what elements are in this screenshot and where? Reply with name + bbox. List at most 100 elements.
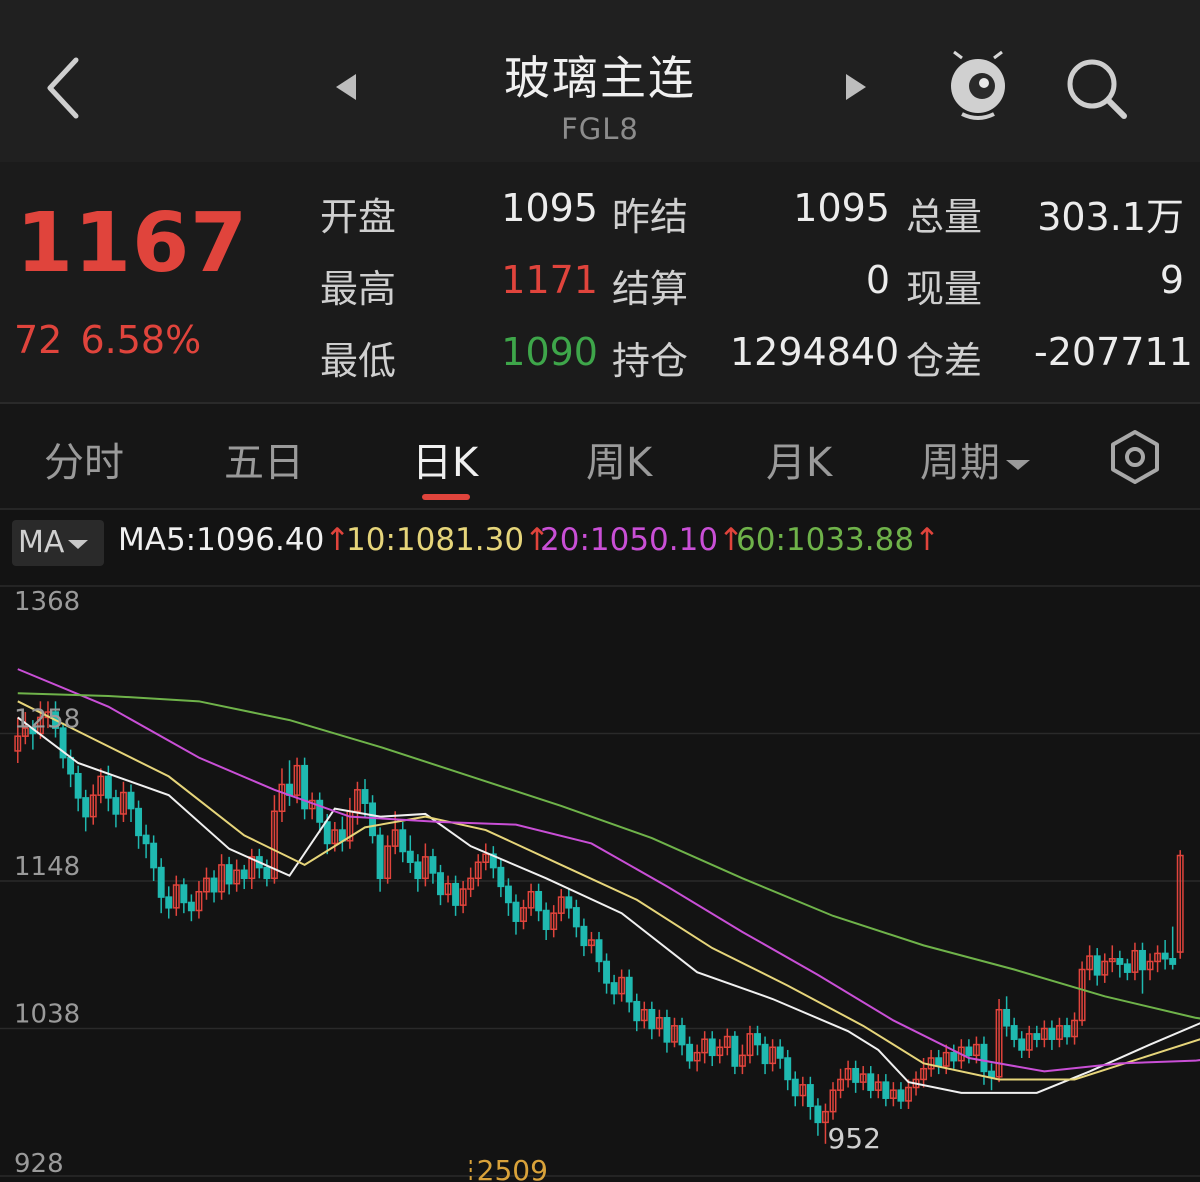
robot-assistant-icon[interactable] [940,48,1016,128]
candle-body [1063,1025,1071,1038]
candle-body [135,807,143,837]
quote-value: 1095 [793,186,890,230]
ma-item: 10:1081.30↑ [346,522,550,558]
candle-body [406,850,414,863]
candle-body [844,1067,852,1081]
candle-body [950,1051,958,1062]
candle-body [127,791,135,810]
candle-body [14,735,22,752]
candle-body [1086,955,1094,971]
quote-value: 9 [1159,258,1184,302]
candle-body [391,829,399,847]
ma-indicator-dropdown[interactable]: MA [12,520,104,566]
tab-weekly-k[interactable]: 周K [586,440,653,486]
candle-body [21,727,29,737]
candle-body [210,877,218,893]
next-arrow-icon[interactable] [836,62,876,112]
candle-body [1078,968,1086,1022]
candle-body [1108,958,1116,963]
candle-body [738,1054,746,1067]
candle-body [1131,949,1139,973]
y-tick-label: 928 [14,1149,64,1179]
price-change: 72 6.58% [14,318,201,362]
candle-body [610,982,618,995]
candle-body [1169,958,1177,965]
candle-body [701,1038,709,1054]
tab-period-dropdown[interactable]: 周期 [920,430,1030,488]
candle-body [482,853,490,863]
candle-body [867,1073,875,1091]
ma-item: 60:1033.88↑ [736,522,940,558]
y-tick-label: 1038 [14,1000,80,1030]
candle-body [980,1043,988,1073]
ma-line-ma10 [17,700,1200,1081]
candle-body [520,907,527,922]
candle-body [1161,952,1169,960]
candle-body [225,864,233,885]
ma-line-ma60 [17,692,1200,1020]
dropdown-caret-icon [68,540,88,549]
candle-body [1123,963,1131,973]
candle-body [814,1105,822,1124]
tab-daily-k[interactable]: 日K [412,440,479,486]
quote-value: 1294840 [730,330,900,374]
candle-body [1040,1027,1048,1040]
tab-intraday[interactable]: 分时 [44,440,124,486]
candle-body [474,861,482,880]
tab-five-day[interactable]: 五日 [224,440,304,486]
change-percent: 6.58% [80,318,202,362]
candle-body [444,882,452,896]
candle-body [429,856,437,874]
candle-body [1025,1033,1033,1051]
candle-body [550,912,558,931]
up-arrow-icon: ↑ [324,522,351,558]
candle-body [278,783,286,813]
candle-body [535,890,543,912]
active-tab-indicator [422,494,470,500]
period-tabs [0,404,1200,508]
dropdown-caret-icon [1006,460,1030,470]
candle-body [988,1070,995,1078]
candle-body [905,1086,912,1102]
candle-body [723,1035,731,1049]
candle-body [399,829,407,853]
ma-item: 20:1050.10↑ [540,522,744,558]
candle-body [942,1051,950,1067]
candle-body [97,775,105,796]
candle-body [972,1043,980,1057]
settings-hexagon-icon[interactable] [1106,428,1164,486]
candle-body [361,789,369,804]
quote-label: 仓差 [906,339,983,383]
ma-label: 60: [736,522,786,558]
quote-value: 1171 [501,258,598,302]
candle-body [527,890,535,909]
candle-body [837,1078,845,1091]
kline-chart[interactable]: 1368 1258 1148 1038 928 952 2509 [0,572,1200,1182]
candle-body [316,799,324,823]
candle-body [142,834,150,845]
quote-label: 结算 [612,267,689,311]
candle-body [248,856,256,880]
prev-arrow-icon[interactable] [326,62,366,112]
candle-body [1055,1025,1063,1040]
candle-body [369,802,377,837]
candle-body [452,882,460,906]
y-tick-label: 1368 [14,587,80,617]
candle-body [59,727,67,759]
candle-body [565,896,573,909]
divider [0,508,1200,510]
tab-monthly-k[interactable]: 月K [766,440,833,486]
candle-body [1048,1027,1056,1040]
candle-body [263,866,271,880]
candle-body [504,885,512,904]
back-chevron-icon[interactable] [30,50,100,130]
search-icon[interactable] [1058,50,1134,126]
candle-body [384,845,392,880]
candle-body [580,925,588,947]
candle-body [203,877,210,893]
candle-body [414,861,422,880]
candle-body [301,764,309,810]
divider [0,402,1200,404]
candle-body [572,907,580,928]
candle-body [240,869,248,880]
